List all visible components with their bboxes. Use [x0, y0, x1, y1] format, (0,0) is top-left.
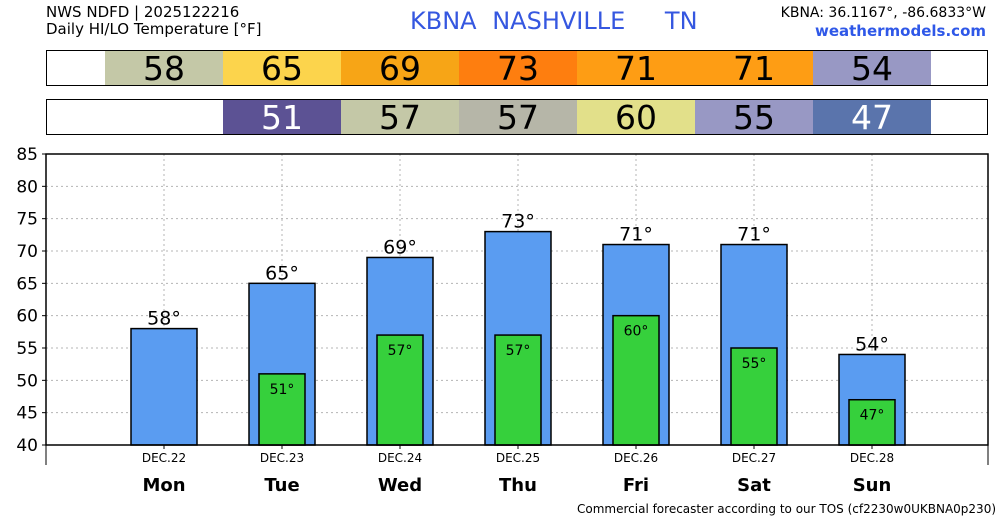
lo-strip-cell: 57 — [341, 100, 459, 136]
hi-label: 58° — [147, 308, 181, 330]
header-left: NWS NDFD | 2025122216 Daily HI/LO Temper… — [46, 4, 262, 38]
day-label: Sun — [853, 475, 892, 496]
date-label: DEC.23 — [260, 451, 304, 465]
station-title: KBNA NASHVILLE TN — [410, 6, 698, 36]
hi-strip-cell: 71 — [577, 51, 695, 87]
hi-label: 69° — [383, 236, 417, 258]
hi-label: 54° — [855, 333, 889, 355]
lo-temperature-strip: 51 57 57 60 55 47 — [46, 99, 988, 136]
y-tick-label: 60 — [16, 307, 38, 327]
hi-label: 71° — [737, 224, 771, 246]
lo-bar — [848, 398, 896, 446]
lo-strip-cell: 55 — [695, 100, 813, 136]
lo-bar — [612, 314, 660, 446]
lo-label: 57° — [388, 343, 413, 359]
lo-label: 47° — [860, 408, 885, 424]
source-line: NWS NDFD | 2025122216 — [46, 3, 240, 21]
hi-label: 71° — [619, 224, 653, 246]
y-tick-label: 85 — [16, 145, 38, 165]
station-name: NASHVILLE — [492, 7, 626, 35]
day-label: Mon — [142, 475, 185, 496]
hi-strip-cell: 65 — [223, 51, 341, 87]
product-line: Daily HI/LO Temperature [°F] — [46, 20, 262, 38]
lo-strip-cell: 47 — [813, 100, 931, 136]
footer-note: Commercial forecaster according to our T… — [577, 502, 997, 516]
lo-bar — [258, 373, 306, 446]
y-tick-label: 70 — [16, 242, 38, 262]
date-label: DEC.24 — [378, 451, 422, 465]
site-link[interactable]: weathermodels.com — [814, 22, 986, 40]
date-label: DEC.25 — [496, 451, 540, 465]
lo-strip-cell: 57 — [459, 100, 577, 136]
y-tick-label: 80 — [16, 177, 38, 197]
lo-label: 60° — [624, 324, 649, 340]
hi-strip-cell: 58 — [105, 51, 223, 87]
y-tick-label: 75 — [16, 210, 38, 230]
date-label: DEC.28 — [850, 451, 894, 465]
day-label: Thu — [499, 475, 537, 496]
y-tick-label: 45 — [16, 404, 38, 424]
y-tick-label: 65 — [16, 274, 38, 294]
day-label: Sat — [737, 475, 771, 496]
lo-label: 57° — [506, 343, 531, 359]
date-label: DEC.22 — [142, 451, 186, 465]
day-label: Wed — [378, 475, 422, 496]
hi-strip-cell: 73 — [459, 51, 577, 87]
y-tick-label: 50 — [16, 371, 38, 391]
hi-temperature-strip: 58 65 69 73 71 71 54 — [46, 50, 988, 87]
station-code: KBNA — [410, 7, 477, 35]
lo-strip-cell: 60 — [577, 100, 695, 136]
plot-frame — [45, 153, 989, 446]
header-right: KBNA: 36.1167°, -86.6833°W weathermodels… — [781, 4, 986, 40]
hi-strip-cell: 69 — [341, 51, 459, 87]
y-tick-label: 40 — [16, 436, 38, 456]
day-label: Tue — [264, 475, 299, 496]
date-label: DEC.26 — [614, 451, 658, 465]
station-state: TN — [664, 7, 698, 35]
date-label: DEC.27 — [732, 451, 776, 465]
y-tick-label: 55 — [16, 339, 38, 359]
lo-strip-cell: 51 — [223, 100, 341, 136]
lo-label: 55° — [742, 356, 767, 372]
hi-strip-cell: 71 — [695, 51, 813, 87]
hi-bar — [130, 327, 198, 446]
hi-strip-cell: 54 — [813, 51, 931, 87]
station-coords: KBNA: 36.1167°, -86.6833°W — [780, 5, 986, 21]
hi-label: 73° — [501, 211, 535, 233]
hi-label: 65° — [265, 262, 299, 284]
lo-label: 51° — [270, 382, 295, 398]
day-label: Fri — [623, 475, 649, 496]
